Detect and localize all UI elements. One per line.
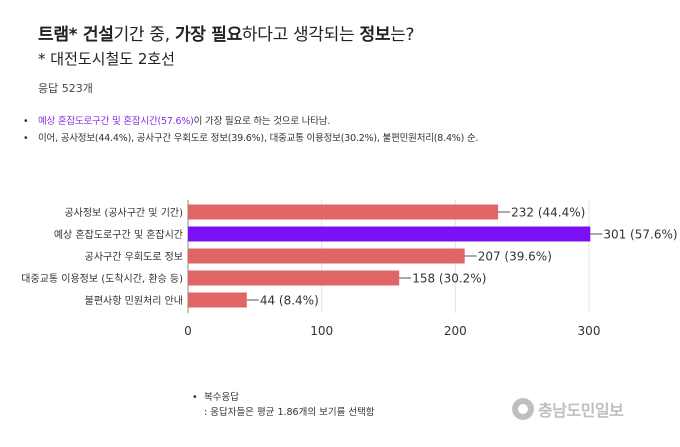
title-part: 정보 [359, 25, 391, 45]
category-label: 공사정보 (공사구간 및 기간) [64, 207, 183, 219]
title-part: 가장 필요 [174, 25, 242, 45]
data-label: 232 (44.4%) [511, 206, 585, 220]
category-label: 공사구간 우회도로 정보 [85, 251, 183, 263]
title-part: 트램* [38, 25, 78, 45]
bar-chart: 0 100 200 300 공사정보 (공사구간 및 기간) 232 (44.4%) 예상 … [21, 200, 678, 338]
summary-list: 예상 혼잡도로구간 및 혼잡시간(57.6%)이 가장 필요로 하는 것으로 나… [22, 113, 479, 147]
bar [188, 292, 247, 308]
title-part: 는? [390, 25, 415, 45]
category-label: 예상 혼잡도로구간 및 혼잡시간 [54, 228, 183, 241]
summary-highlight: 예상 혼잡도로구간 및 혼잡시간(57.6%) [38, 116, 194, 127]
data-label: 158 (30.2%) [412, 272, 486, 286]
bar [188, 270, 400, 286]
category-label: 대중교통 이용정보 (도착시간, 환승 등) [21, 273, 183, 285]
data-label: 207 (39.6%) [478, 250, 552, 264]
bar [188, 248, 465, 264]
title-part: 하다고 생각되는 [241, 25, 360, 45]
data-label: 301 (57.6%) [603, 228, 677, 242]
summary-text: 이 가장 필요로 하는 것으로 나타남. [193, 116, 331, 127]
data-label: 44 (8.4%) [260, 294, 319, 308]
x-tick-label: 200 [444, 324, 467, 338]
footnote-detail: : 응답자들은 평균 1.86개의 보기를 선택함 [204, 407, 375, 418]
summary-item: 이어, 공사정보(44.4%), 공사구간 우회도로 정보(39.6%), 대중… [22, 130, 479, 147]
bar [188, 204, 499, 220]
footnote: 복수응답 : 응답자들은 평균 1.86개의 보기를 선택함 [192, 390, 375, 420]
x-tick-label: 300 [578, 324, 601, 338]
category-label: 불편사항 민원처리 안내 [85, 295, 183, 307]
circle-logo-icon [512, 398, 534, 420]
x-tick-label: 100 [310, 324, 333, 338]
title-part: 건설 [77, 25, 114, 45]
chart-title: 트램* 건설기간 중, 가장 필요하다고 생각되는 정보는? [38, 20, 415, 45]
footnote-item: 복수응답 [192, 390, 375, 405]
summary-text: 이어, 공사정보(44.4%), 공사구간 우회도로 정보(39.6%), 대중… [38, 133, 479, 144]
logo-text: 충남도민일보 [538, 401, 624, 420]
title-part: 기간 중, [113, 25, 175, 45]
response-count: 응답 523개 [38, 82, 93, 95]
publisher-logo: 충남도민일보 [512, 396, 624, 422]
x-tick-label: 0 [184, 324, 192, 338]
summary-item: 예상 혼잡도로구간 및 혼잡시간(57.6%)이 가장 필요로 하는 것으로 나… [22, 113, 478, 130]
bar [188, 226, 591, 242]
chart-subtitle: * 대전도시철도 2호선 [38, 50, 175, 68]
